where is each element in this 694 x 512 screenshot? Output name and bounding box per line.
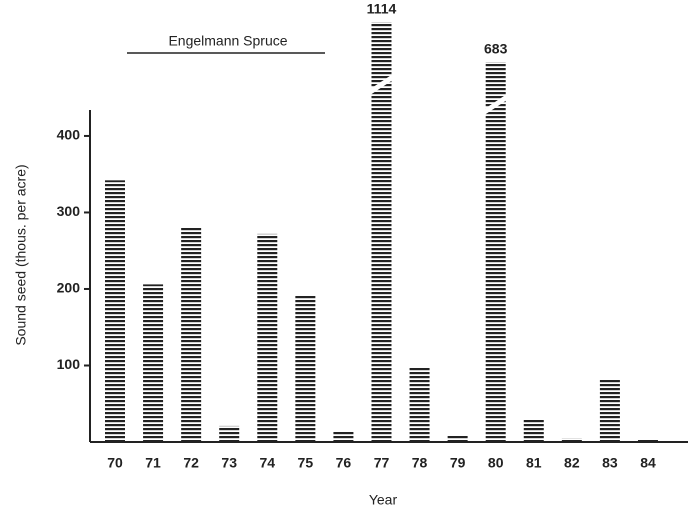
bar: [523, 419, 544, 442]
chart-title: Engelmann Spruce: [168, 33, 287, 49]
bar-break: [483, 93, 508, 116]
x-tick-label: 78: [412, 455, 428, 471]
x-tick-label: 74: [259, 455, 275, 471]
bar: [295, 295, 316, 442]
bar: [219, 425, 240, 442]
bar: [333, 431, 354, 442]
x-tick-label: 79: [450, 455, 466, 471]
bar: [485, 62, 506, 442]
bar: [409, 367, 430, 442]
x-tick-label: 82: [564, 455, 580, 471]
x-tick-label: 81: [526, 455, 542, 471]
bar: [105, 180, 125, 442]
x-tick-label: 76: [336, 455, 352, 471]
bar: [143, 284, 164, 442]
y-tick-label: 200: [57, 280, 81, 296]
bar: [447, 435, 468, 442]
y-axis-label: Sound seed (thous. per acre): [13, 164, 29, 345]
value-label: 1114: [367, 1, 397, 17]
x-tick-label: 70: [107, 455, 123, 471]
y-tick-label: 100: [57, 356, 81, 372]
value-label: 683: [484, 41, 508, 57]
x-tick-label: 73: [221, 455, 237, 471]
x-tick-label: 75: [298, 455, 314, 471]
bar: [371, 22, 392, 442]
y-tick-label: 300: [57, 203, 81, 219]
bar: [637, 438, 658, 442]
bar: [599, 380, 620, 442]
bar: [181, 227, 202, 442]
x-tick-label: 71: [145, 455, 161, 471]
x-tick-label: 80: [488, 455, 504, 471]
y-tick-label: 400: [57, 127, 81, 143]
x-tick-label: 83: [602, 455, 618, 471]
x-tick-label: 84: [640, 455, 656, 471]
x-axis-label: Year: [369, 492, 398, 508]
bar-break: [369, 73, 394, 96]
bar: [561, 438, 582, 442]
x-tick-label: 77: [374, 455, 390, 471]
bar: [257, 233, 278, 442]
x-tick-label: 72: [183, 455, 199, 471]
